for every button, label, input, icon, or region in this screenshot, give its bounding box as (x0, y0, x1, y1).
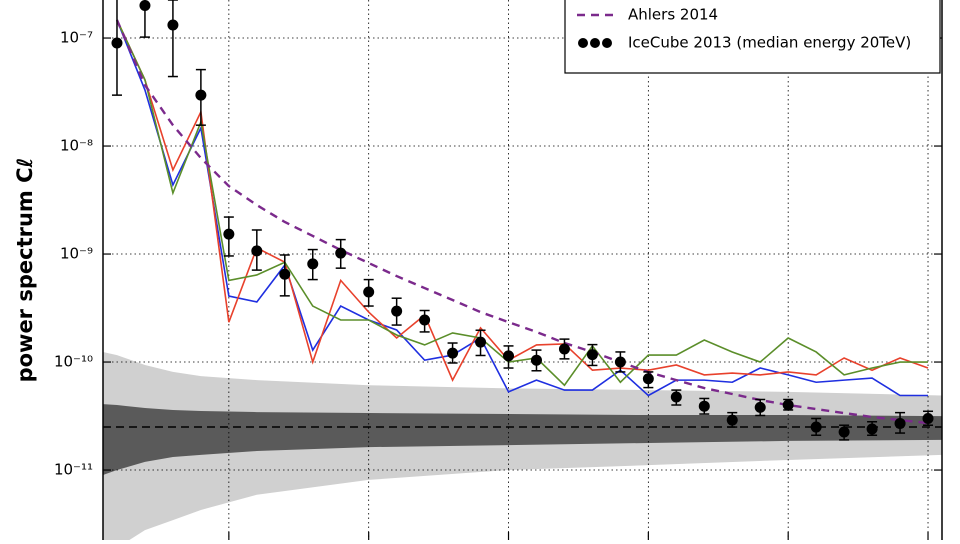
model-line (116, 19, 929, 387)
point (307, 258, 319, 270)
data-point (838, 424, 850, 441)
legend-box (564, 0, 941, 74)
point (866, 423, 878, 435)
data-point (810, 417, 822, 436)
point (503, 350, 515, 362)
point (810, 421, 822, 433)
data-point (475, 329, 487, 357)
data-point (530, 349, 542, 372)
point (782, 399, 794, 411)
data-point (670, 389, 682, 406)
point (111, 37, 123, 49)
point (586, 349, 598, 361)
data-point (726, 411, 738, 428)
point (558, 343, 570, 355)
data-point (503, 345, 515, 369)
data-point (614, 351, 626, 373)
point (642, 373, 654, 385)
data-point (894, 411, 906, 434)
data-point (279, 254, 291, 297)
y-tick-label: 10⁻⁸ (60, 137, 93, 155)
y-tick-label: 10⁻¹¹ (54, 461, 93, 479)
data-point (922, 410, 934, 426)
legend-label: Ahlers 2014 (628, 6, 718, 24)
data-point (139, 0, 151, 38)
data-point (782, 398, 794, 411)
model-line (115, 19, 929, 425)
legend-marker (602, 38, 612, 48)
data-point (419, 309, 431, 333)
point (922, 413, 934, 425)
data-point (223, 216, 235, 257)
point (475, 336, 487, 348)
data-point (866, 420, 878, 436)
data-point (335, 238, 347, 269)
y-tick-label: 10⁻¹⁰ (54, 353, 93, 371)
data-point (754, 398, 766, 417)
point (726, 414, 738, 426)
data-point (363, 278, 375, 307)
data-point (391, 297, 403, 326)
band (103, 351, 942, 540)
point (167, 19, 179, 31)
y-axis-label: power spectrum Cℓ (13, 158, 37, 383)
point (530, 354, 542, 366)
point (335, 247, 347, 259)
plot-area (103, 0, 942, 540)
data-point (167, 0, 179, 78)
data-point (195, 68, 207, 126)
point (363, 286, 375, 298)
data-point (111, 0, 123, 96)
point (195, 89, 207, 101)
point (419, 314, 431, 326)
data-point (307, 248, 319, 281)
point (223, 228, 235, 240)
y-tick-label: 10⁻⁹ (60, 245, 93, 263)
point (391, 305, 403, 317)
model-line (116, 19, 929, 382)
data-point (698, 397, 710, 415)
point (139, 0, 151, 12)
point (670, 391, 682, 403)
legend-marker (590, 38, 600, 48)
data-point (586, 343, 598, 367)
point (894, 417, 906, 429)
data-point (447, 342, 459, 364)
point (838, 426, 850, 438)
point (614, 356, 626, 368)
point (279, 268, 291, 280)
legend-label: IceCube 2013 (median energy 20TeV) (628, 34, 911, 52)
point (447, 347, 459, 359)
data-point (558, 338, 570, 360)
data-point (251, 229, 263, 271)
point (754, 401, 766, 413)
model-line (116, 19, 929, 397)
data-point (642, 371, 654, 389)
y-tick-label: 10⁻⁷ (60, 29, 93, 47)
point (698, 400, 710, 412)
point (251, 245, 263, 257)
legend-marker (578, 38, 588, 48)
